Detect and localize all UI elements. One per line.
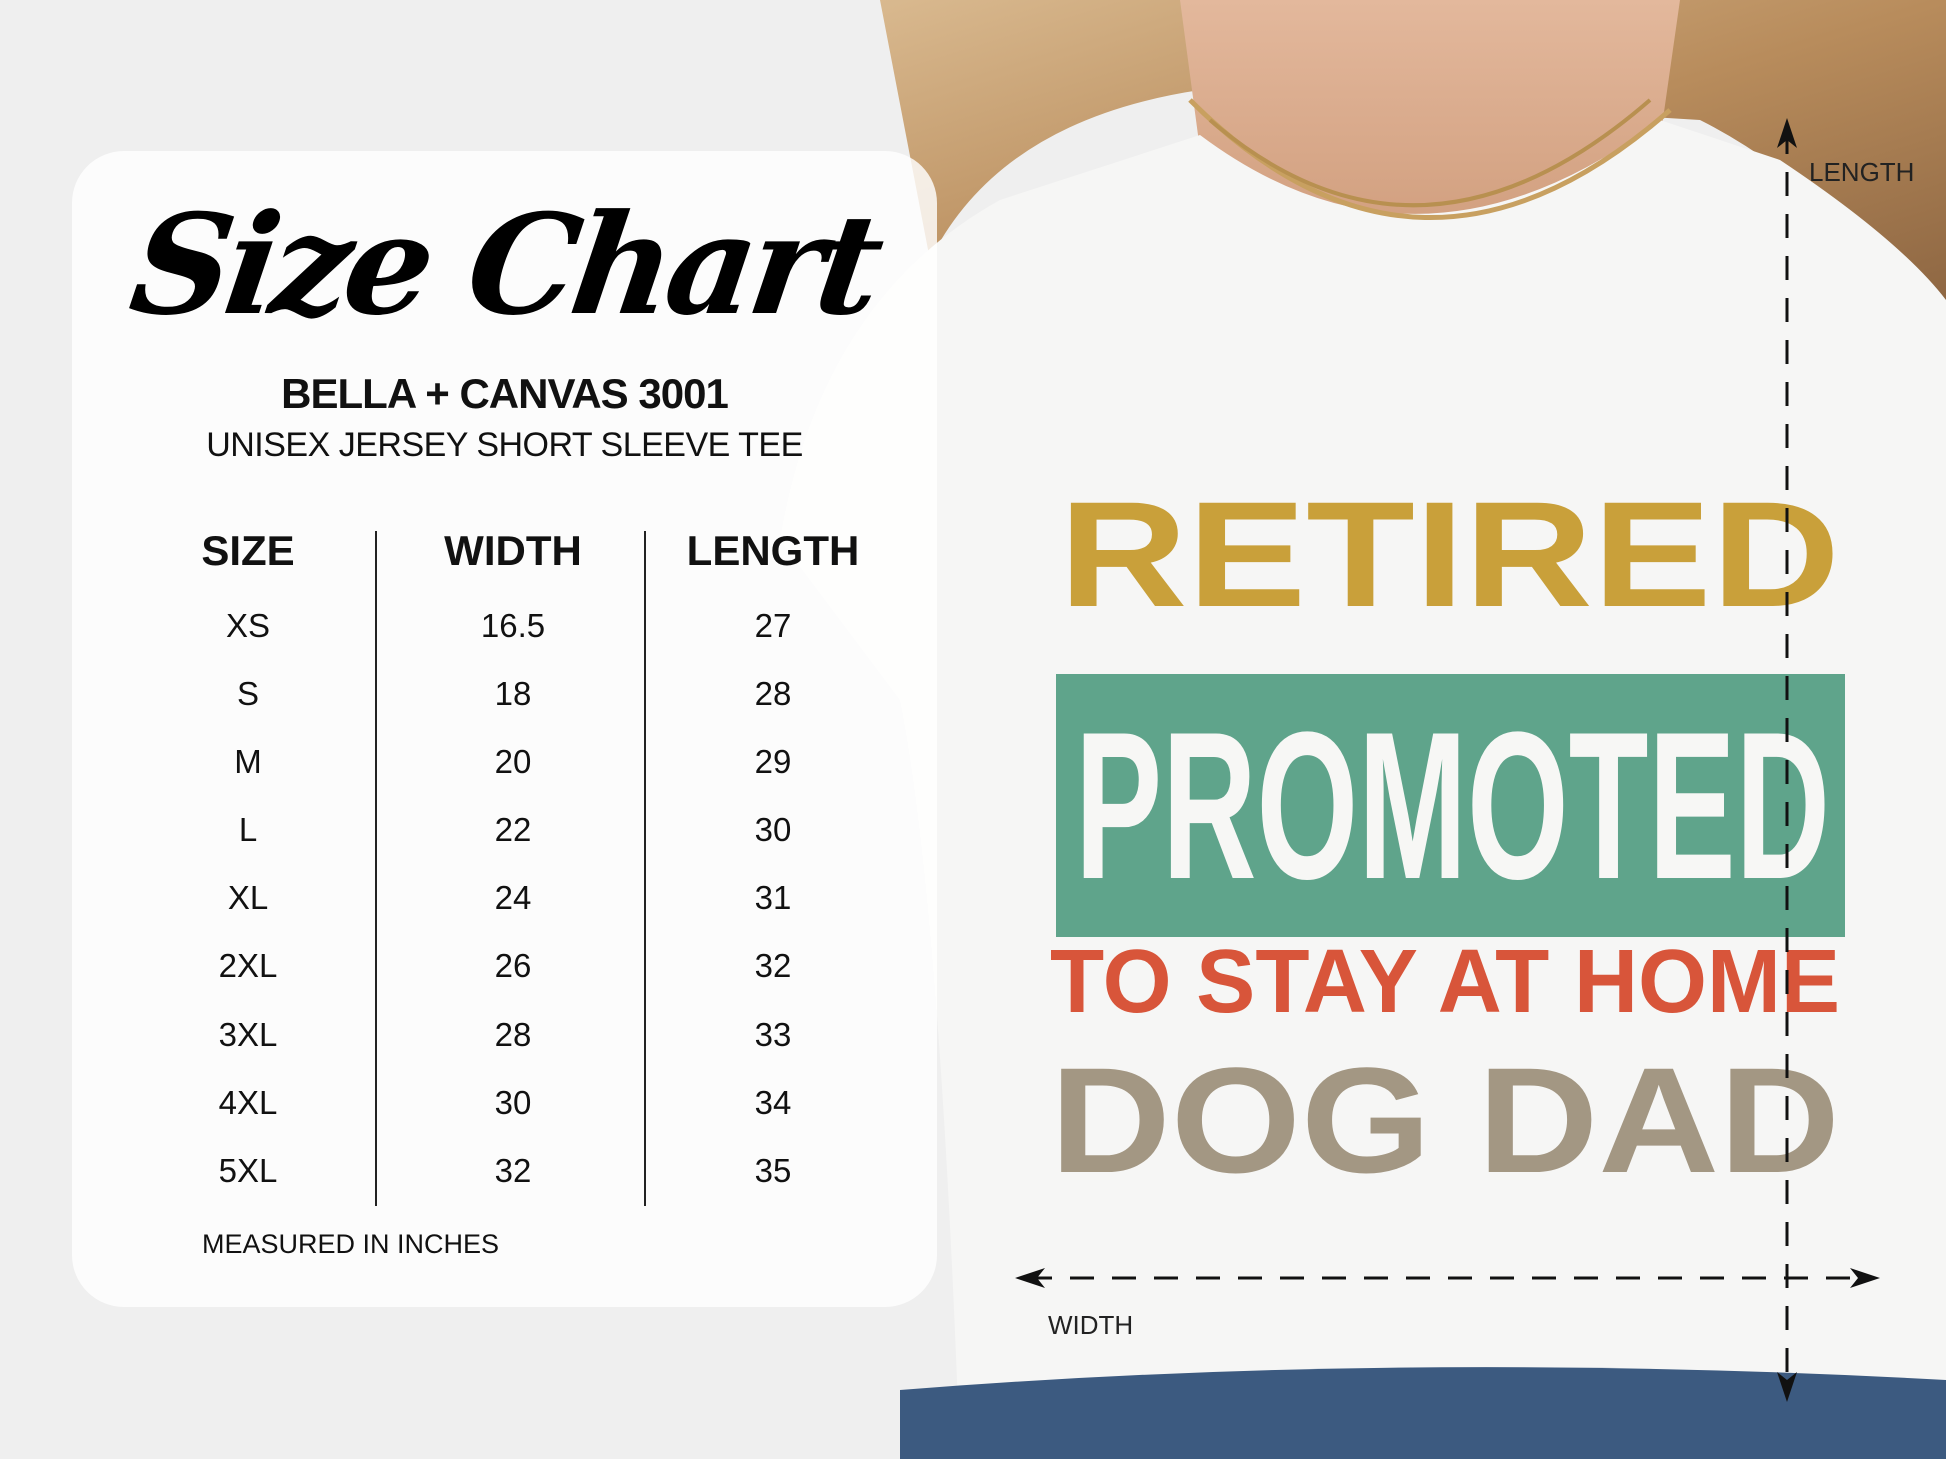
length-dimension-line bbox=[1777, 118, 1797, 1402]
header-size: SIZE bbox=[201, 527, 295, 574]
width-cell: 16.5 bbox=[480, 607, 546, 644]
column-divider bbox=[375, 531, 377, 1206]
length-cell: 28 bbox=[754, 675, 792, 713]
width-cell: 28 bbox=[494, 1015, 532, 1053]
length-label: LENGTH bbox=[1809, 157, 1915, 187]
length-cell: 33 bbox=[754, 1015, 792, 1053]
size-cell: XS bbox=[225, 607, 271, 644]
size-column: SIZE XS S M L XL 2XL 3XL 4XL 5XL bbox=[128, 526, 368, 1219]
width-cell: 30 bbox=[494, 1083, 532, 1121]
width-cell: 20 bbox=[494, 743, 532, 781]
size-cell: 5XL bbox=[218, 1151, 278, 1189]
width-cell: 18 bbox=[494, 675, 532, 713]
width-dimension-line bbox=[1015, 1268, 1880, 1288]
arrow-up-icon bbox=[1777, 118, 1797, 148]
header-width: WIDTH bbox=[444, 527, 582, 574]
size-cell: 4XL bbox=[218, 1083, 278, 1121]
size-cell: 3XL bbox=[218, 1015, 278, 1053]
design-line-promoted: PROMOTED bbox=[1075, 688, 1830, 923]
column-divider bbox=[644, 531, 646, 1206]
size-cell: L bbox=[238, 811, 258, 849]
measurement-note: MEASURED IN INCHES bbox=[202, 1229, 500, 1259]
size-cell: M bbox=[234, 743, 262, 781]
design-green-band bbox=[1056, 674, 1845, 937]
length-cell: 27 bbox=[754, 607, 792, 644]
length-cell: 34 bbox=[754, 1083, 792, 1121]
width-label: WIDTH bbox=[1048, 1310, 1134, 1340]
length-column: LENGTH 27 28 29 30 31 32 33 34 35 bbox=[653, 526, 893, 1219]
length-cell: 29 bbox=[754, 743, 792, 781]
width-cell: 22 bbox=[494, 811, 532, 849]
arrow-down-icon bbox=[1777, 1372, 1797, 1402]
brand-model: BELLA + CANVAS 3001 bbox=[281, 370, 729, 417]
design-line-dog-dad: DOG DAD bbox=[1050, 1036, 1840, 1204]
width-cell: 32 bbox=[494, 1151, 532, 1189]
width-cell: 24 bbox=[494, 879, 532, 917]
shirt-design: RETIRED PROMOTED TO STAY AT HOME DOG DAD bbox=[1050, 470, 1845, 1204]
header-length: LENGTH bbox=[686, 527, 860, 574]
width-cell: 26 bbox=[494, 947, 532, 985]
size-cell: S bbox=[236, 675, 259, 713]
size-chart-panel bbox=[72, 151, 937, 1307]
size-chart-title: Size Chart bbox=[121, 183, 888, 346]
arrow-left-icon bbox=[1015, 1268, 1045, 1288]
length-cell: 32 bbox=[754, 947, 792, 985]
necklace-chain bbox=[1208, 98, 1652, 208]
width-column: WIDTH 16.5 18 20 22 24 26 28 30 32 bbox=[393, 526, 633, 1219]
length-cell: 30 bbox=[754, 811, 792, 849]
size-cell: 2XL bbox=[218, 947, 278, 985]
arrow-right-icon bbox=[1850, 1268, 1880, 1288]
design-line-stay-at-home: TO STAY AT HOME bbox=[1050, 932, 1840, 1032]
size-cell: XL bbox=[227, 879, 269, 917]
hair bbox=[880, 0, 1946, 330]
product-name: UNISEX JERSEY SHORT SLEEVE TEE bbox=[206, 426, 803, 464]
design-line-retired: RETIRED bbox=[1059, 470, 1840, 638]
jeans bbox=[900, 1367, 1946, 1459]
length-cell: 31 bbox=[754, 879, 792, 917]
length-cell: 35 bbox=[754, 1151, 792, 1189]
